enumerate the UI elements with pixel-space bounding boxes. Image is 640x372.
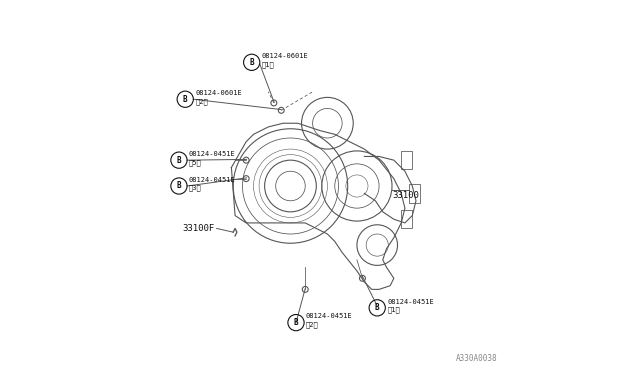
Bar [401,210,412,228]
Text: 08124-0451E
。2）: 08124-0451E 。2） [306,314,353,328]
Bar [408,184,420,203]
Text: B: B [375,303,380,312]
Text: 33100: 33100 [392,191,419,200]
Text: 08124-0601E
。2）: 08124-0601E 。2） [195,90,242,105]
Text: B: B [250,58,254,67]
Text: 33100F: 33100F [182,224,215,233]
Text: 08124-0451E
。1）: 08124-0451E 。1） [387,299,434,313]
Text: B: B [294,318,298,327]
Text: B: B [177,182,181,190]
Text: B: B [177,155,181,165]
Text: 08124-0451E
。3）: 08124-0451E 。3） [189,177,236,192]
Text: B: B [183,95,188,104]
Text: 08124-0451E
。5）: 08124-0451E 。5） [189,151,236,166]
Bar [401,151,412,169]
Text: A330A0038: A330A0038 [456,354,497,363]
Text: 08124-0601E
。1）: 08124-0601E 。1） [262,53,308,68]
